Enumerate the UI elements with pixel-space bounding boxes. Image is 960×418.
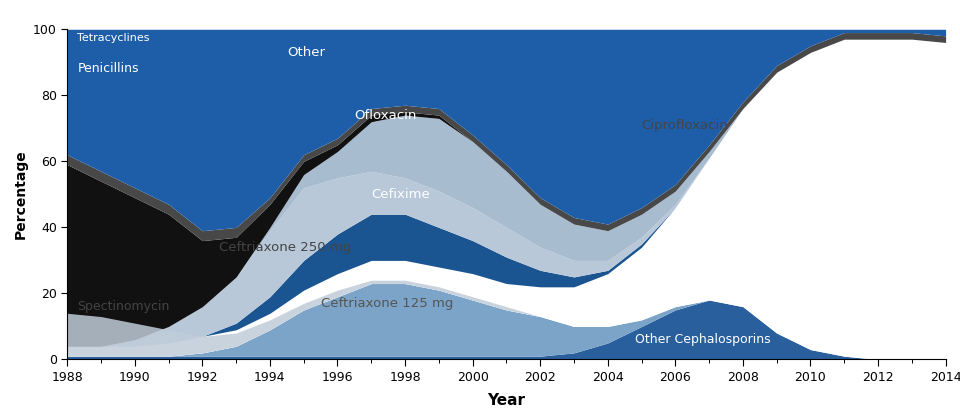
- Text: Penicillins: Penicillins: [78, 62, 139, 75]
- Text: Other: Other: [287, 46, 324, 59]
- Text: Ceftriaxone 125 mg: Ceftriaxone 125 mg: [321, 297, 453, 310]
- Text: Ciprofloxacin: Ciprofloxacin: [641, 119, 729, 132]
- Text: Ceftriaxone 250 mg: Ceftriaxone 250 mg: [219, 241, 351, 254]
- Y-axis label: Percentage: Percentage: [13, 150, 27, 239]
- Text: Ofloxacin: Ofloxacin: [354, 109, 417, 122]
- Text: Spectinomycin: Spectinomycin: [78, 300, 170, 313]
- Text: Other Cephalosporins: Other Cephalosporins: [635, 333, 771, 346]
- Text: Tetracyclines: Tetracyclines: [78, 33, 150, 43]
- Text: Cefixime: Cefixime: [372, 188, 430, 201]
- X-axis label: Year: Year: [488, 393, 525, 408]
